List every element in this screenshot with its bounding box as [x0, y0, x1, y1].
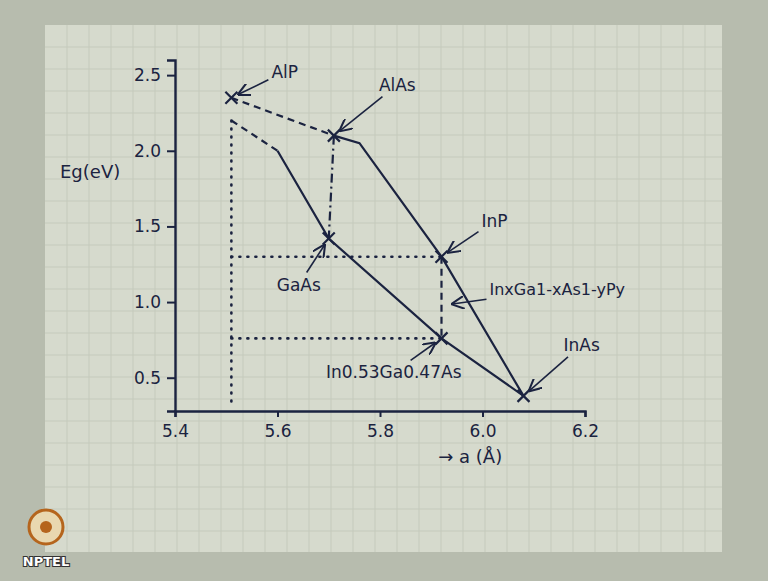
point-marker — [518, 390, 530, 402]
axis-line — [167, 61, 176, 412]
x-axis-title: → a (Å) — [438, 446, 502, 467]
boundary-line — [230, 121, 233, 408]
tick: 1.5 — [134, 216, 175, 236]
marker-x — [225, 92, 237, 104]
label-arrow — [452, 299, 486, 304]
point-label: InAs — [564, 335, 600, 355]
marker-x — [328, 130, 340, 142]
point-label: GaAs — [277, 275, 321, 295]
tick-label: 0.5 — [134, 368, 161, 388]
tick: 1.0 — [134, 292, 175, 312]
labels: AlP AlAs GaAs InP InAs In0.53Ga0.47As InxGa1-x… — [239, 62, 625, 391]
tick-label: 5.6 — [264, 421, 291, 441]
paper-rule — [45, 509, 722, 510]
label-arrow — [448, 232, 478, 253]
tick: 2.0 — [134, 141, 175, 161]
tick: 5.6 — [264, 411, 291, 441]
boundary-line — [278, 151, 524, 396]
label-arrow — [239, 80, 269, 95]
point-label: AlP — [271, 62, 298, 82]
point-marker — [436, 332, 448, 344]
tick-label: 1.0 — [134, 292, 161, 312]
paper-rule — [45, 399, 722, 400]
background — [0, 0, 768, 581]
tick-mark — [167, 377, 175, 379]
paper-rule — [45, 333, 722, 334]
logo: NPTEL — [23, 510, 69, 569]
point-label: InP — [482, 211, 508, 231]
tick-mark — [585, 411, 587, 417]
boundary-line — [440, 257, 442, 339]
paper-rule — [45, 245, 722, 246]
marker-x — [323, 233, 335, 245]
tick-label: 6.0 — [469, 421, 496, 441]
paper-rule — [45, 443, 722, 444]
label-arrow — [530, 357, 568, 391]
paper-rule — [45, 135, 722, 136]
tick-mark — [167, 75, 175, 77]
y-axis: 0.5 1.0 1.5 2.0 2.5 — [134, 61, 176, 412]
axis-line — [176, 412, 586, 418]
label-arrow — [340, 97, 382, 131]
point-marker — [225, 92, 237, 104]
tick: 5.4 — [162, 411, 189, 441]
y-axis-title: Eg(eV) — [60, 161, 120, 182]
x-axis: 5.4 5.6 5.8 6.0 6.2 — [162, 411, 599, 441]
tick-label: 6.2 — [572, 421, 599, 441]
label-arrow — [411, 343, 435, 360]
point-marker — [436, 251, 448, 263]
boundary-line — [231, 121, 277, 151]
paper-rule — [45, 465, 722, 466]
paper-rule — [45, 531, 722, 532]
paper-rule — [45, 487, 722, 488]
paper-rule — [45, 267, 722, 268]
tick-label: 2.0 — [134, 141, 161, 161]
paper-rule — [45, 355, 722, 356]
boundary-line — [334, 136, 524, 396]
tick-mark — [380, 411, 382, 417]
logo-core — [40, 521, 52, 533]
marker-x — [436, 251, 448, 263]
point-label: AlAs — [379, 75, 416, 95]
paper — [0, 0, 768, 581]
tick-label: 1.5 — [134, 216, 161, 236]
tick-mark — [167, 302, 175, 304]
tick-label: 5.8 — [367, 421, 394, 441]
tick-mark — [167, 150, 175, 152]
paper-rule — [45, 47, 722, 48]
tick-mark — [167, 226, 175, 228]
marker-x — [518, 390, 530, 402]
tick: 0.5 — [134, 368, 175, 388]
label-arrow — [307, 245, 325, 272]
paper-rule — [45, 179, 722, 180]
tick-label: 2.5 — [134, 65, 161, 85]
paper-rule — [45, 201, 722, 202]
tick-label: 5.4 — [162, 421, 189, 441]
point-marker — [328, 130, 340, 142]
tick-mark — [482, 411, 484, 417]
boundary-line — [329, 136, 334, 239]
point-marker — [323, 233, 335, 245]
marker-x — [436, 332, 448, 344]
point-label: In0.53Ga0.47As — [326, 362, 462, 382]
tick: 5.8 — [367, 411, 394, 441]
annotation: InxGa1-xAs1-yPy — [490, 280, 626, 299]
plot-marks — [225, 92, 529, 408]
tick: 6.0 — [469, 411, 496, 441]
tick: 6.2 — [572, 411, 599, 441]
boundary-line — [231, 255, 441, 258]
paper-sheet — [45, 25, 722, 552]
watermark: NPTEL — [23, 554, 69, 569]
tick-mark — [277, 411, 279, 417]
boundary-line — [231, 337, 441, 340]
chart: 5.4 5.6 5.8 6.0 6.2 0.5 1.0 1.5 2.0 2.5 Eg(eV) → a … — [0, 0, 768, 581]
logo-ring — [29, 510, 63, 544]
tick: 2.5 — [134, 65, 175, 85]
paper-rule — [45, 113, 722, 114]
